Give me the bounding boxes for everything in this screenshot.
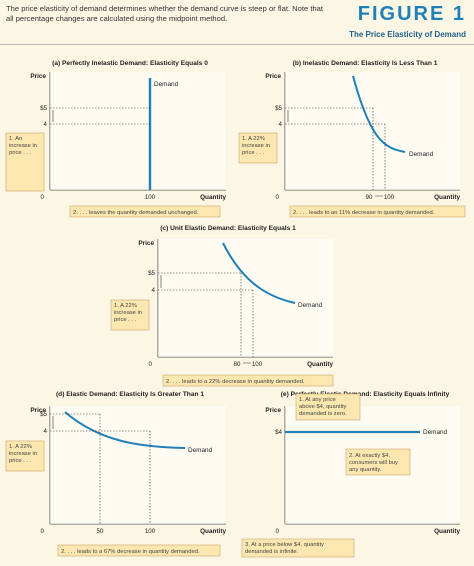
panel-d-price-tick-1: 4 [44, 428, 48, 435]
panel-b-title: (b) Inelastic Demand: Elasticity Is Less… [293, 60, 438, 67]
panel-d-note-1-box [5, 440, 45, 472]
panel-a-demand-label: Demand [154, 81, 179, 88]
panel-a-note-1-box [5, 132, 45, 192]
panel-b-quantity-tick-0: 90 [366, 194, 373, 201]
panel-b-demand-curve [352, 75, 406, 153]
panel-c-demand-curve [222, 242, 296, 304]
panel-e-demand-label: Demand [423, 429, 448, 436]
panel-b-note-1-box [238, 132, 278, 164]
panel-a-note-1: 1. An increase in price . . . [9, 136, 37, 156]
panel-d-quantity-tick-0: 50 [97, 528, 104, 535]
panel-a-xlabel: Quantity [200, 194, 226, 201]
panel-a-price-tick-1: 4 [44, 121, 48, 128]
panel-c-plot-area [158, 239, 333, 357]
panel-e-origin-label: 0 [276, 528, 280, 535]
panel-e-price-tick-0: $4 [275, 429, 282, 436]
panel-b-plot-area [285, 72, 460, 190]
panel-d-demand-label: Demand [188, 447, 213, 454]
panel-b-note-1: 1. A 22% increase in price . . . [242, 136, 270, 156]
panel-d-ylabel: Price [30, 407, 46, 414]
panel-e-ylabel: Price [265, 407, 281, 414]
panel-c-demand-label: Demand [298, 302, 323, 309]
panel-c-xlabel: Quantity [307, 361, 333, 368]
panel-b-ylabel: Price [265, 73, 281, 80]
panel-d-demand-curve [64, 411, 186, 449]
panel-a-price-tick-0: $5 [40, 105, 47, 112]
panel-c-note-1-box [110, 299, 150, 331]
panel-d-xlabel: Quantity [200, 528, 226, 535]
panel-c-quantity-tick-0: 80 [234, 361, 241, 368]
panel-a-ylabel: Price [30, 73, 46, 80]
panel-a-origin-label: 0 [41, 194, 45, 201]
panel-a-note-2-box [69, 205, 221, 218]
panel-b-price-tick-1: 4 [279, 121, 283, 128]
panel-d-price-tick-0: $5 [40, 411, 47, 418]
panel-e-note-1-box [295, 393, 361, 421]
panel-c-price-tick-1: 4 [152, 287, 156, 294]
panel-d-plot-area [50, 406, 226, 524]
panel-c-price-tick-0: $5 [148, 270, 155, 277]
panel-a-quantity-tick-0: 100 [145, 194, 156, 201]
panel-a-plot-area [50, 72, 226, 190]
panel-d-quantity-tick-1: 100 [145, 528, 156, 535]
panel-e-title: (e) Perfectly Elastic Demand: Elasticity… [281, 391, 450, 398]
panel-b-price-tick-0: $5 [275, 105, 282, 112]
panel-a-note-2: 2. . . . leaves the quantity demanded un… [73, 210, 199, 216]
panel-c-note-1: 1. A 22% increase in price . . . [114, 303, 142, 323]
intro-text: The price elasticity of demand determine… [6, 4, 323, 23]
panel-d-note-2: 2. . . . leads to a 67% decrease in quan… [61, 549, 200, 555]
panel-e-note-3: 3. At a price below $4, quantity demanded… [245, 542, 324, 555]
panel-c-quantity-tick-1: 100 [252, 361, 263, 368]
panel-c-origin-label: 0 [149, 361, 153, 368]
panel-d-note-1: 1. A 22% increase in price . . . [9, 444, 37, 464]
panel-b-origin-label: 0 [276, 194, 280, 201]
panel-d-origin-label: 0 [41, 528, 45, 535]
panel-e-xlabel: Quantity [434, 528, 460, 535]
panel-b-note-2-box [289, 205, 466, 218]
figure-label: FIGURE 1 [357, 3, 466, 25]
panel-b-quantity-tick-1: 100 [384, 194, 395, 201]
panel-e-note-3-box [241, 538, 355, 558]
panel-c-note-2-box [162, 374, 334, 387]
panel-a-title: (a) Perfectly Inelastic Demand: Elastici… [52, 60, 208, 67]
panel-b-note-2: 2. . . . leads to an 11% decrease in qua… [293, 210, 435, 216]
panel-c-note-2: 2. . . . leads to a 22% decrease in quan… [166, 379, 305, 385]
divider [0, 44, 474, 45]
panel-c-title: (c) Unit Elastic Demand: Elasticity Equa… [160, 225, 296, 232]
panel-e-note-2: 2. At exactly $4, consumers will buy any q… [349, 453, 398, 473]
panel-e-note-1: 1. At any price above $4, quantity demande… [299, 397, 347, 417]
panel-d-note-2-box [57, 544, 221, 557]
panel-d-title: (d) Elastic Demand: Elasticity Is Greate… [56, 391, 204, 398]
figure-title: The Price Elasticity of Demand [349, 30, 466, 39]
panel-b-xlabel: Quantity [434, 194, 460, 201]
panel-e-note-2-box [345, 448, 411, 476]
panel-c-ylabel: Price [138, 240, 154, 247]
panel-b-demand-label: Demand [409, 151, 434, 158]
